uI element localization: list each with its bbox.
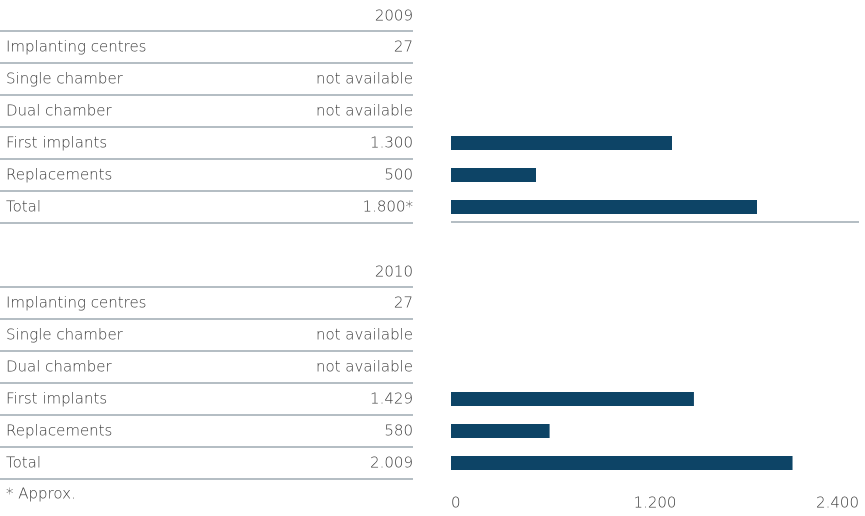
row-label: Single chamber [6, 326, 124, 344]
row-label: Total [6, 198, 41, 216]
x-tick-label: 1.200 [634, 494, 677, 512]
year-header: 2010 [375, 263, 413, 281]
year-header: 2009 [375, 7, 413, 25]
row-label: First implants [6, 134, 107, 152]
row-value: 27 [394, 38, 413, 56]
row-label: Implanting centres [6, 294, 147, 312]
row-value: 27 [394, 294, 413, 312]
row-value: not available [316, 102, 413, 120]
row-label: Dual chamber [6, 102, 112, 120]
row-value: not available [316, 70, 413, 88]
row-label: First implants [6, 390, 107, 408]
row-value: not available [316, 358, 413, 376]
bar [451, 392, 694, 406]
row-value: not available [316, 326, 413, 344]
footnote: * Approx. [6, 485, 76, 503]
x-tick-label: 2.400 [816, 494, 859, 512]
row-label: Dual chamber [6, 358, 112, 376]
bar [451, 136, 672, 150]
row-label: Single chamber [6, 70, 124, 88]
row-value: 1.800* [363, 198, 413, 216]
row-label: Replacements [6, 166, 112, 184]
row-value: 580 [384, 422, 413, 440]
bar [451, 456, 793, 470]
bar [451, 168, 536, 182]
row-label: Total [6, 454, 41, 472]
row-label: Replacements [6, 422, 112, 440]
bar [451, 200, 757, 214]
row-value: 1.429 [370, 390, 413, 408]
row-label: Implanting centres [6, 38, 147, 56]
row-value: 2.009 [370, 454, 413, 472]
bar [451, 424, 550, 438]
row-value: 500 [384, 166, 413, 184]
row-value: 1.300 [370, 134, 413, 152]
x-tick-label: 0 [451, 494, 461, 512]
